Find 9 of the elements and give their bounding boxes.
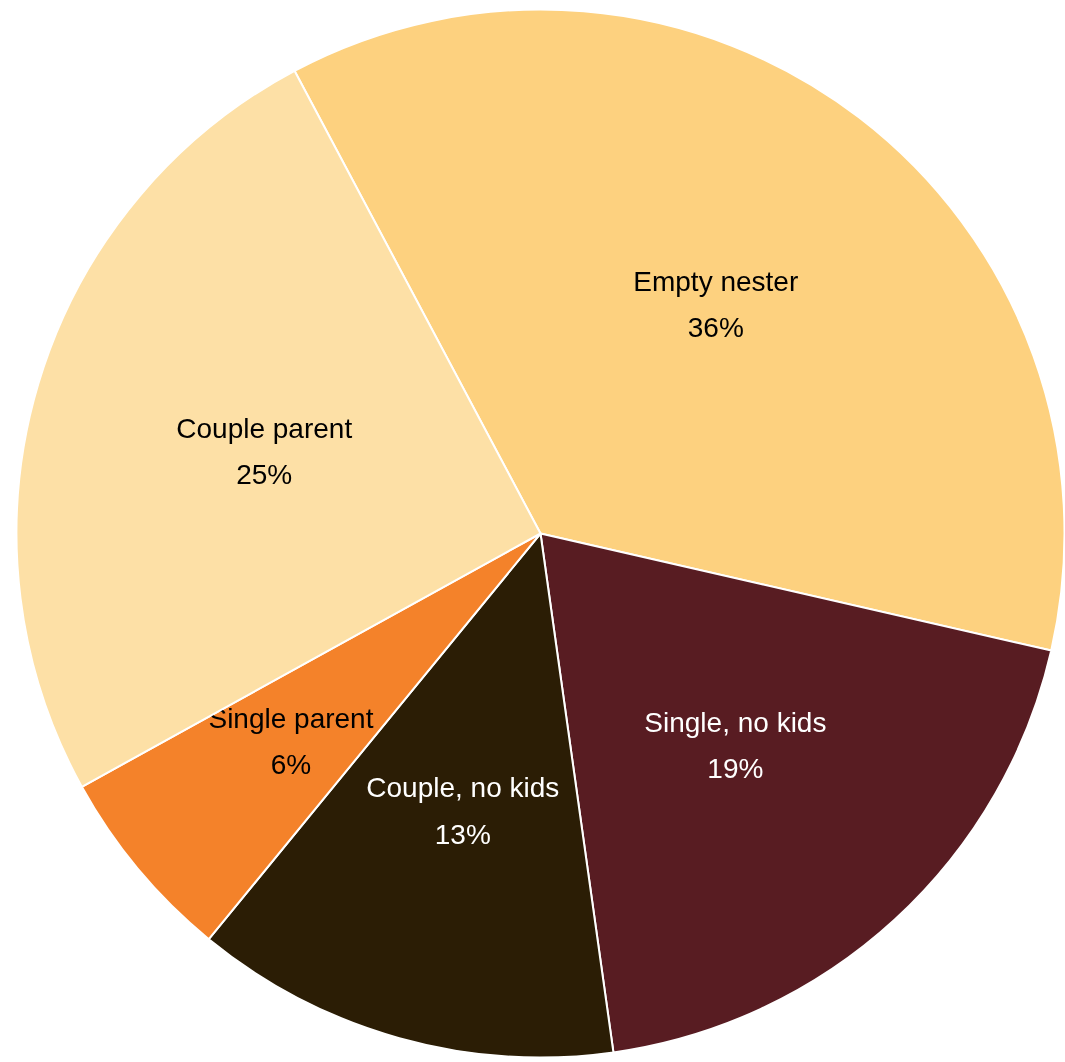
slice-label: Couple, no kids <box>366 772 560 804</box>
slice-label: Single, no kids <box>644 707 827 739</box>
data-label: 25% <box>236 458 293 490</box>
data-label: 36% <box>687 312 744 344</box>
slice-label: Couple parent <box>176 412 353 444</box>
data-label: 13% <box>434 818 491 850</box>
data-label: 6% <box>270 749 312 781</box>
slice-label: Empty nester <box>633 266 799 298</box>
data-label: 19% <box>707 753 764 785</box>
